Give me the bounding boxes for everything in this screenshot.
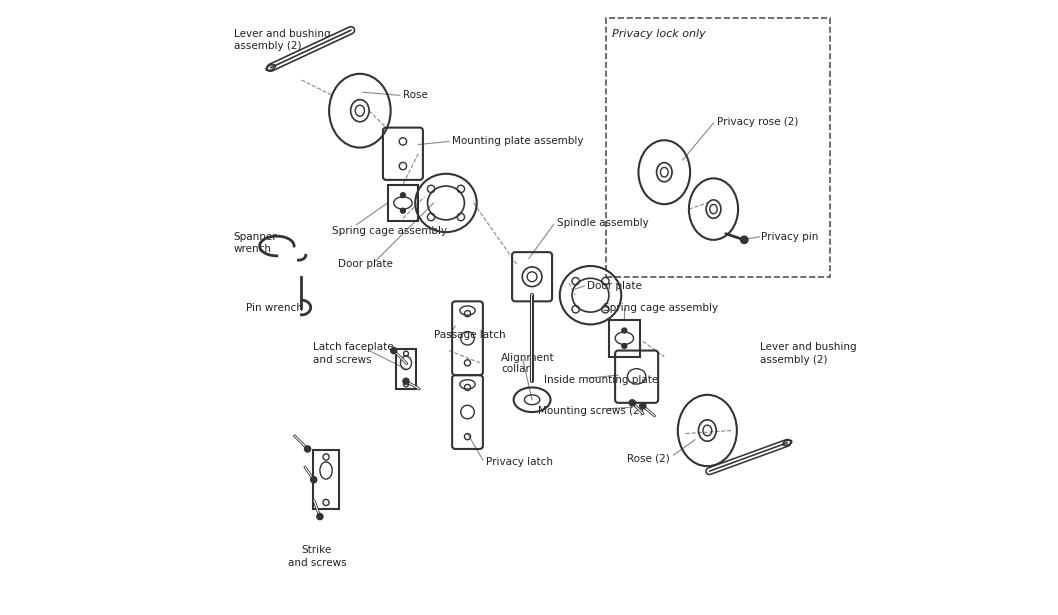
- Text: Spanner: Spanner: [234, 232, 277, 242]
- Text: Door plate: Door plate: [587, 281, 642, 291]
- Circle shape: [401, 208, 405, 213]
- Text: Lever and bushing: Lever and bushing: [234, 29, 330, 39]
- Circle shape: [622, 328, 626, 333]
- Circle shape: [622, 344, 626, 349]
- Text: Spindle assembly: Spindle assembly: [557, 218, 649, 228]
- Circle shape: [311, 477, 316, 483]
- Text: and screws: and screws: [312, 355, 371, 365]
- Text: Mounting screws (2): Mounting screws (2): [539, 406, 644, 416]
- Text: Rose (2): Rose (2): [627, 453, 670, 463]
- Text: Spring cage assembly: Spring cage assembly: [603, 303, 718, 312]
- Circle shape: [390, 347, 397, 354]
- Text: Alignment: Alignment: [501, 353, 555, 363]
- Text: Pin wrench: Pin wrench: [247, 303, 303, 312]
- Text: Spring cage assembly: Spring cage assembly: [332, 226, 448, 236]
- Text: Privacy pin: Privacy pin: [762, 232, 819, 242]
- Circle shape: [630, 400, 636, 406]
- Text: Privacy rose (2): Privacy rose (2): [716, 117, 798, 127]
- Text: Privacy latch: Privacy latch: [486, 458, 553, 467]
- Circle shape: [640, 403, 645, 409]
- Text: Strike: Strike: [302, 546, 332, 555]
- Text: assembly (2): assembly (2): [760, 355, 827, 365]
- Text: Privacy lock only: Privacy lock only: [612, 29, 706, 39]
- Text: and screws: and screws: [288, 558, 346, 568]
- Text: Latch faceplate: Latch faceplate: [312, 343, 394, 352]
- Text: Mounting plate assembly: Mounting plate assembly: [452, 137, 584, 146]
- Bar: [313, 450, 339, 509]
- Circle shape: [316, 514, 323, 520]
- Circle shape: [403, 378, 409, 384]
- Text: Door plate: Door plate: [339, 260, 394, 269]
- Circle shape: [741, 236, 748, 244]
- Bar: [606, 18, 831, 277]
- Circle shape: [401, 192, 405, 197]
- Text: Rose: Rose: [403, 90, 427, 100]
- Text: assembly (2): assembly (2): [234, 41, 302, 51]
- Text: Lever and bushing: Lever and bushing: [760, 343, 856, 352]
- Bar: [396, 349, 416, 389]
- Text: Inside mounting plate: Inside mounting plate: [545, 375, 659, 385]
- Text: wrench: wrench: [234, 244, 272, 254]
- Text: Passage latch: Passage latch: [434, 330, 506, 340]
- Circle shape: [305, 446, 311, 452]
- Text: collar: collar: [501, 364, 530, 374]
